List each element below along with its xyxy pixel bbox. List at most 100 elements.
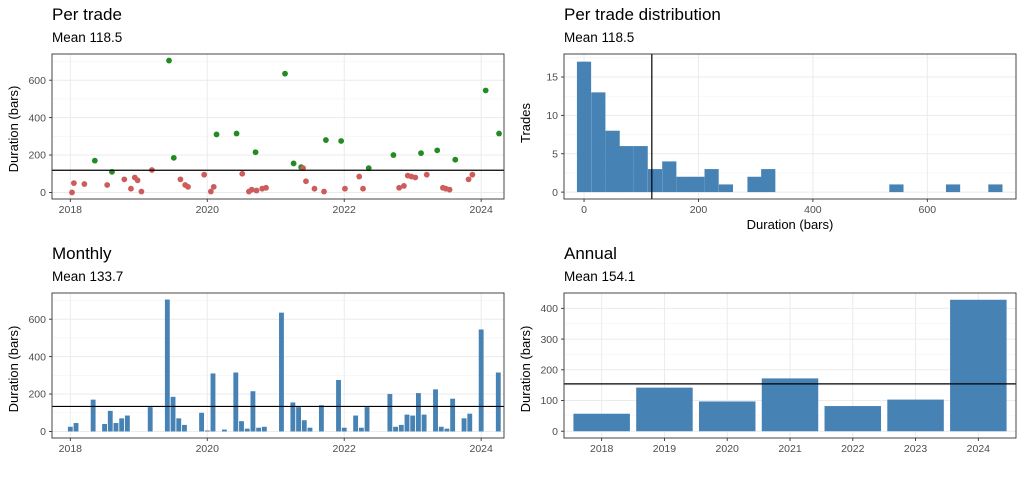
monthly-bar <box>467 413 473 432</box>
plot-border <box>563 53 1017 200</box>
y-tick-label: 400 <box>28 112 46 124</box>
win-point <box>482 87 489 94</box>
loss-point <box>465 176 472 183</box>
annual-bar <box>698 401 756 432</box>
win-point <box>434 147 441 154</box>
annual-bar <box>761 378 819 432</box>
monthly-bar <box>250 391 256 432</box>
annual-plot: 0 100 200 300 400 2018 2019 2020 2021 2022 2023 202… <box>540 292 1017 455</box>
monthly-bar <box>404 414 410 432</box>
win-point <box>452 156 459 163</box>
x-tick-label: 400 <box>804 204 822 216</box>
x-tick-label: 2020 <box>196 443 220 455</box>
y-tick-label: 400 <box>28 351 46 363</box>
y-tick-label: 100 <box>540 395 558 407</box>
monthly-bar <box>318 405 324 432</box>
y-tick-label: 0 <box>552 426 558 438</box>
x-tick-label: 2022 <box>841 443 865 455</box>
monthly-bar <box>102 423 107 432</box>
monthly-bar <box>393 426 399 432</box>
y-tick-label: 600 <box>28 75 46 87</box>
win-point <box>233 130 240 137</box>
monthly-bar <box>398 424 404 432</box>
y-tick-label: 0 <box>40 187 46 199</box>
histogram-bar <box>576 61 592 193</box>
monthly-bar <box>204 430 210 432</box>
monthly-bar <box>107 410 113 432</box>
x-tick-label: 2021 <box>778 443 802 455</box>
monthly-bar <box>307 427 313 432</box>
x-tick-label: 2020 <box>716 443 740 455</box>
monthly-bar <box>364 407 370 432</box>
loss-point <box>207 188 214 195</box>
per-trade-y-axis-label: Duration (bars) <box>6 86 21 173</box>
histogram-bar <box>619 146 634 193</box>
x-tick-label: 2018 <box>59 443 83 455</box>
monthly-y-axis-label: Duration (bars) <box>6 326 21 413</box>
monthly-bar <box>279 312 284 432</box>
loss-point <box>401 183 407 189</box>
annual-y-axis-label: Duration (bars) <box>518 326 533 413</box>
annual-bar <box>950 299 1007 432</box>
x-tick-label: 2024 <box>469 204 493 216</box>
histogram-bar <box>988 184 1003 193</box>
monthly-bar <box>233 372 239 432</box>
monthly-bar <box>495 372 501 432</box>
annual-subtitle: Mean 154.1 <box>564 269 635 284</box>
plot-border <box>51 292 505 439</box>
monthly-bar <box>387 394 393 432</box>
y-tick-label: 5 <box>552 148 558 160</box>
x-tick-label: 0 <box>581 204 587 216</box>
y-tick-label: 200 <box>540 365 558 377</box>
monthly-bar <box>478 329 484 432</box>
distribution-y-axis-label: Trades <box>518 103 533 143</box>
y-tick-label: 10 <box>546 110 558 122</box>
x-tick-label: 2022 <box>333 443 357 455</box>
histogram-bar <box>591 92 606 193</box>
win-point <box>290 160 297 167</box>
monthly-bar <box>90 399 96 432</box>
win-point <box>323 137 329 143</box>
histogram-bar <box>676 176 691 193</box>
monthly-bar <box>450 398 456 432</box>
histogram-bar <box>747 176 762 193</box>
x-tick-label: 200 <box>690 204 708 216</box>
monthly-bar <box>461 418 467 432</box>
annual-title: Annual <box>564 244 617 263</box>
monthly-bar <box>301 420 307 432</box>
monthly-bar <box>421 414 427 432</box>
monthly-bar <box>358 427 364 432</box>
loss-point <box>248 186 255 193</box>
histogram-bar <box>647 169 663 193</box>
x-tick-label: 2018 <box>59 204 83 216</box>
y-tick-label: 0 <box>40 426 46 438</box>
distribution-plot: 0 5 10 15 0 200 400 600 <box>546 53 1017 216</box>
loss-point <box>311 185 318 192</box>
loss-point <box>81 181 88 187</box>
loss-point <box>446 186 453 193</box>
loss-point <box>121 176 128 183</box>
per-trade-title: Per trade <box>52 5 122 24</box>
loss-point <box>356 173 363 180</box>
loss-point <box>300 165 306 172</box>
y-tick-label: 300 <box>540 334 558 346</box>
loss-point <box>201 171 208 178</box>
histogram-bar <box>761 169 776 193</box>
per-trade-subtitle: Mean 118.5 <box>52 30 122 45</box>
win-point <box>365 165 372 172</box>
x-tick-label: 600 <box>919 204 937 216</box>
loss-point <box>69 189 75 196</box>
win-point <box>418 150 424 157</box>
loss-point <box>177 176 184 183</box>
monthly-bar <box>113 423 119 432</box>
win-point <box>338 138 345 144</box>
x-tick-label: 2022 <box>333 204 357 216</box>
x-tick-label: 2024 <box>967 443 991 455</box>
histogram-bar <box>662 161 677 193</box>
y-tick-label: 0 <box>552 187 558 199</box>
monthly-plot: 0 200 400 600 2018 2020 2022 2024 <box>28 292 505 455</box>
monthly-bar <box>438 426 444 432</box>
monthly-bar <box>256 427 262 432</box>
annual-bar <box>636 387 693 432</box>
